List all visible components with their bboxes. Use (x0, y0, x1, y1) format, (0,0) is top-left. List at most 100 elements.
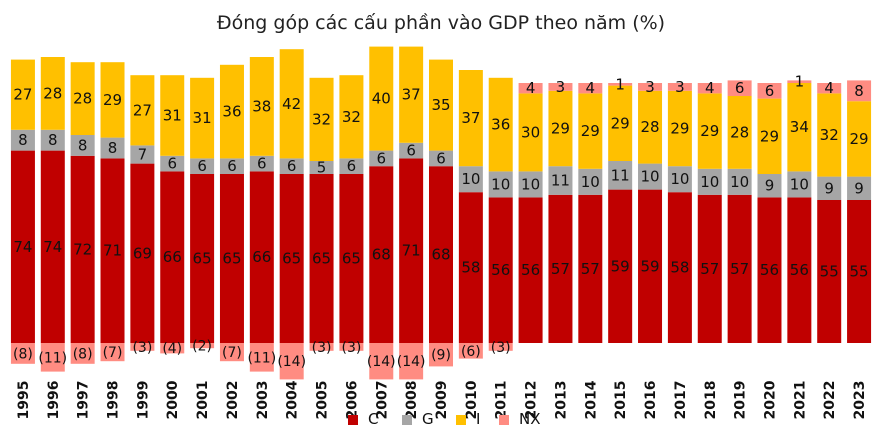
value-label-C-1995: 74 (13, 238, 32, 256)
bar-I-2011 (488, 77, 513, 172)
x-tick-2012: 2012 (524, 381, 540, 420)
bar-G-1999 (130, 145, 155, 164)
chart-title: Đóng góp các cấu phần vào GDP theo năm (… (216, 12, 666, 34)
value-label-C-2017: 58 (670, 259, 689, 277)
x-tick-2014: 2014 (583, 380, 599, 419)
value-label-G-2019: 10 (730, 173, 749, 191)
bar-C-2010 (458, 192, 483, 343)
bar-G-2003 (249, 155, 274, 172)
bar-NX-1995 (10, 343, 35, 364)
value-label-NX-2014: 4 (586, 79, 596, 97)
value-label-C-2021: 56 (790, 261, 809, 279)
x-tick-2010: 2010 (464, 380, 480, 419)
value-label-C-2019: 57 (730, 260, 749, 278)
bar-C-2013 (548, 194, 573, 343)
value-label-I-2011: 36 (491, 116, 510, 134)
x-tick-2015: 2015 (613, 381, 629, 420)
bar-G-2015 (608, 161, 633, 190)
bar-I-2013 (548, 90, 573, 167)
bar-NX-2021 (787, 80, 812, 83)
value-label-NX-2005: (3) (312, 340, 332, 356)
bar-NX-2013 (548, 83, 573, 91)
bar-NX-2005 (309, 343, 334, 351)
value-label-G-2008: 6 (406, 142, 416, 160)
bar-G-2011 (488, 171, 513, 198)
legend-label-NX: NX (519, 410, 541, 428)
bar-G-2004 (279, 158, 304, 174)
value-label-I-2007: 40 (372, 90, 391, 108)
value-label-G-2022: 9 (824, 179, 834, 197)
bar-C-2020 (757, 197, 782, 343)
value-label-I-2000: 31 (163, 107, 182, 125)
value-label-NX-2023: 8 (854, 82, 864, 100)
bar-NX-2012 (518, 83, 543, 94)
bar-I-2023 (847, 101, 872, 177)
bar-I-2019 (727, 96, 752, 169)
bar-NX-2002 (219, 343, 244, 362)
value-labels-layer: 74827(8)74828(11)72828(8)71829(7)69727(3… (13, 73, 869, 371)
value-label-C-2000: 66 (163, 248, 182, 266)
value-label-NX-2007: (14) (367, 354, 396, 370)
x-tick-2023: 2023 (852, 381, 868, 420)
value-label-G-2017: 10 (670, 170, 689, 188)
value-label-G-2000: 6 (167, 155, 177, 173)
bar-I-2022 (817, 93, 842, 177)
bar-C-2014 (578, 194, 603, 343)
bar-NX-2018 (697, 83, 722, 94)
value-label-G-2015: 11 (611, 166, 630, 184)
value-label-I-2019: 28 (730, 123, 749, 141)
value-label-C-2014: 57 (581, 260, 600, 278)
bar-NX-2016 (638, 83, 663, 91)
value-label-G-1995: 8 (18, 131, 28, 149)
x-tick-2000: 2000 (165, 380, 181, 419)
x-tick-2009: 2009 (434, 381, 450, 420)
bar-NX-2009 (429, 343, 453, 367)
value-label-C-2015: 59 (611, 257, 630, 275)
bar-I-2005 (309, 77, 334, 161)
bar-G-2005 (309, 161, 334, 174)
value-label-I-2006: 32 (342, 108, 361, 126)
value-label-G-2004: 6 (287, 157, 297, 175)
value-label-NX-2015: 1 (615, 75, 625, 93)
value-label-C-1999: 69 (133, 244, 152, 262)
bar-G-2018 (697, 168, 722, 195)
x-tick-2003: 2003 (255, 381, 271, 420)
bar-G-1996 (40, 129, 65, 151)
bar-NX-2014 (578, 83, 603, 94)
value-label-G-2007: 6 (377, 149, 387, 167)
value-label-NX-2011: (3) (491, 340, 511, 356)
bar-I-2021 (787, 83, 812, 172)
value-label-NX-2003: (11) (247, 350, 276, 366)
bar-G-2022 (817, 176, 842, 200)
legend-swatch-NX (499, 415, 509, 425)
bar-NX-1998 (100, 343, 125, 362)
value-label-NX-2017: 3 (675, 78, 685, 96)
x-tick-2007: 2007 (374, 381, 390, 420)
value-label-NX-2004: (14) (277, 354, 306, 370)
bar-NX-1999 (130, 343, 155, 351)
value-label-I-2010: 37 (461, 109, 480, 127)
bar-C-2015 (608, 189, 633, 343)
bar-C-1996 (40, 150, 65, 343)
value-label-G-2020: 9 (765, 177, 775, 195)
x-tick-1997: 1997 (76, 381, 92, 420)
value-label-C-2005: 65 (312, 250, 331, 268)
value-label-C-2009: 68 (431, 246, 450, 264)
bar-C-2007 (369, 166, 394, 343)
bar-C-2019 (727, 194, 752, 343)
legend-label-I: I (476, 410, 480, 428)
value-label-C-2010: 58 (461, 259, 480, 277)
bar-I-1998 (100, 62, 125, 138)
value-label-NX-2020: 6 (765, 82, 775, 100)
bar-I-2004 (279, 49, 304, 159)
value-label-NX-1995: (8) (13, 346, 33, 362)
bar-G-2013 (548, 166, 573, 195)
bar-C-2008 (399, 158, 424, 343)
bar-I-2009 (429, 59, 453, 151)
bar-C-2002 (219, 174, 244, 343)
x-tick-2001: 2001 (195, 381, 211, 420)
bar-C-2000 (160, 171, 185, 343)
x-tick-2020: 2020 (762, 380, 778, 419)
value-label-C-1997: 72 (73, 240, 92, 258)
value-label-I-2013: 29 (551, 120, 570, 138)
